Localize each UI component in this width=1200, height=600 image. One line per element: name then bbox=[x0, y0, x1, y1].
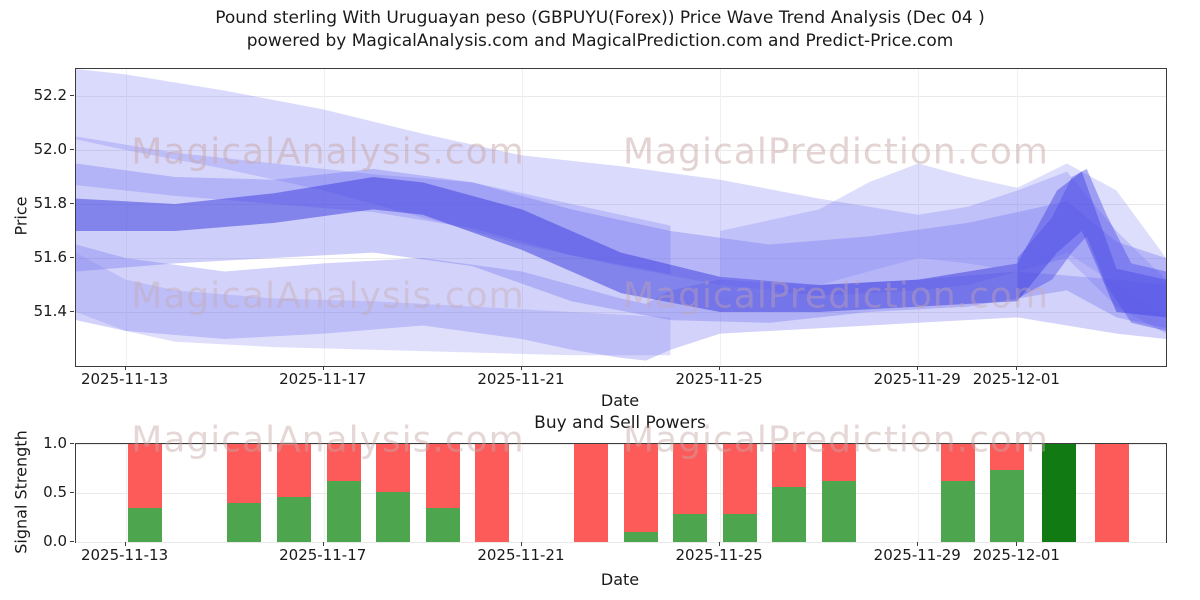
signal-ytick-label: 0.0 bbox=[43, 532, 67, 550]
price-xtick-label: 2025-11-21 bbox=[477, 370, 565, 388]
buy-bar bbox=[673, 513, 708, 542]
bars-layer bbox=[76, 444, 1166, 542]
signal-xtick-mark bbox=[322, 542, 324, 546]
buy-bar bbox=[990, 470, 1025, 542]
h-gridline bbox=[76, 204, 1166, 205]
price-ytick-mark bbox=[70, 149, 74, 150]
signal-xtick-label: 2025-11-29 bbox=[873, 546, 961, 564]
buy-bar bbox=[376, 492, 411, 542]
wave-band-right-spike bbox=[1017, 168, 1166, 331]
watermark-analysis-top: MagicalAnalysis.com bbox=[131, 131, 525, 173]
signal-ytick-mark bbox=[70, 541, 74, 542]
price-ytick-label: 51.4 bbox=[33, 302, 67, 320]
price-ytick-mark bbox=[70, 311, 74, 312]
buy-bar bbox=[940, 481, 975, 542]
v-gridline bbox=[521, 444, 523, 542]
watermark-analysis-bottom: MagicalAnalysis.com bbox=[131, 419, 525, 461]
watermark-analysis-mid: MagicalAnalysis.com bbox=[131, 275, 525, 317]
wave-band-right-rise bbox=[720, 163, 1166, 318]
price-ytick-label: 52.0 bbox=[33, 140, 67, 158]
price-xtick-label: 2025-12-01 bbox=[972, 370, 1060, 388]
price-xtick-mark bbox=[719, 366, 721, 370]
h-gridline bbox=[76, 312, 1166, 313]
sell-bar bbox=[1094, 444, 1129, 542]
v-gridline bbox=[918, 69, 920, 366]
sell-bar bbox=[475, 444, 510, 542]
price-xtick-mark bbox=[124, 366, 126, 370]
buy-bar bbox=[326, 481, 361, 542]
h-gridline bbox=[76, 444, 1166, 445]
price-xtick-mark bbox=[520, 366, 522, 370]
watermark-prediction-mid: MagicalPrediction.com bbox=[623, 275, 1049, 317]
wave-band-bottom-left bbox=[76, 252, 671, 356]
signal-xtick-mark bbox=[917, 542, 919, 546]
h-gridline bbox=[76, 96, 1166, 97]
wave-band-core-dark bbox=[76, 171, 1166, 318]
v-gridline bbox=[323, 69, 325, 366]
strong-buy-bar bbox=[1042, 444, 1077, 542]
price-ytick-mark bbox=[70, 95, 74, 96]
price-ytick-mark bbox=[70, 203, 74, 204]
price-xtick-label: 2025-11-17 bbox=[279, 370, 367, 388]
h-gridline bbox=[76, 542, 1166, 543]
buy-bar bbox=[722, 513, 757, 542]
sell-bar bbox=[623, 444, 658, 542]
signal-xtick-mark bbox=[520, 542, 522, 546]
signal-xtick-mark bbox=[124, 542, 126, 546]
figure-subtitle: powered by MagicalAnalysis.com and Magic… bbox=[246, 31, 954, 51]
signal-xtick-mark bbox=[719, 542, 721, 546]
price-wave-svg bbox=[76, 69, 1166, 361]
signal-xtick-label: 2025-11-21 bbox=[477, 546, 565, 564]
power-xaxis-label: Date bbox=[600, 570, 640, 589]
sell-bar bbox=[574, 444, 609, 542]
v-gridline bbox=[720, 444, 722, 542]
signal-ytick-mark bbox=[70, 443, 74, 444]
watermark-prediction-top: MagicalPrediction.com bbox=[623, 131, 1049, 173]
price-xtick-mark bbox=[917, 366, 919, 370]
v-gridline bbox=[720, 69, 722, 366]
h-gridline bbox=[76, 150, 1166, 151]
price-ytick-label: 51.6 bbox=[33, 248, 67, 266]
h-gridline bbox=[76, 493, 1166, 494]
price-xtick-label: 2025-11-29 bbox=[873, 370, 961, 388]
v-gridline bbox=[918, 444, 920, 542]
signal-xtick-label: 2025-11-25 bbox=[675, 546, 763, 564]
signal-xtick-label: 2025-12-01 bbox=[972, 546, 1060, 564]
signal-xtick-label: 2025-11-17 bbox=[279, 546, 367, 564]
wave-band-lower-dip bbox=[76, 244, 1166, 361]
buy-bar bbox=[277, 496, 311, 542]
price-ytick-label: 51.8 bbox=[33, 194, 67, 212]
price-xtick-mark bbox=[322, 366, 324, 370]
buy-bar bbox=[128, 507, 163, 542]
price-wave-plot bbox=[75, 68, 1167, 367]
buy-bar bbox=[227, 502, 262, 542]
signal-ytick-mark bbox=[70, 492, 74, 493]
signal-ytick-label: 1.0 bbox=[43, 434, 67, 452]
v-gridline bbox=[125, 444, 127, 542]
signal-ytick-label: 0.5 bbox=[43, 483, 67, 501]
price-xaxis-label: Date bbox=[600, 391, 640, 410]
watermark-prediction-bottom: MagicalPrediction.com bbox=[623, 419, 1049, 461]
price-xtick-label: 2025-11-25 bbox=[675, 370, 763, 388]
v-gridline bbox=[1017, 69, 1019, 366]
signal-xtick-mark bbox=[1016, 542, 1018, 546]
wave-band-upper-wide bbox=[76, 69, 1166, 334]
power-chart-title: Buy and Sell Powers bbox=[534, 413, 706, 433]
price-ytick-mark bbox=[70, 257, 74, 258]
price-xtick-label: 2025-11-13 bbox=[80, 370, 169, 388]
buy-bar bbox=[623, 532, 658, 542]
buy-bar bbox=[425, 507, 460, 542]
power-plot bbox=[75, 443, 1167, 543]
price-ytick-label: 52.2 bbox=[33, 86, 67, 104]
buy-bar bbox=[822, 481, 856, 542]
v-gridline bbox=[323, 444, 325, 542]
signal-xtick-label: 2025-11-13 bbox=[80, 546, 169, 564]
figure-title: Pound sterling With Uruguayan peso (GBPU… bbox=[215, 8, 985, 28]
price-xtick-mark bbox=[1016, 366, 1018, 370]
buy-bar bbox=[772, 487, 807, 542]
